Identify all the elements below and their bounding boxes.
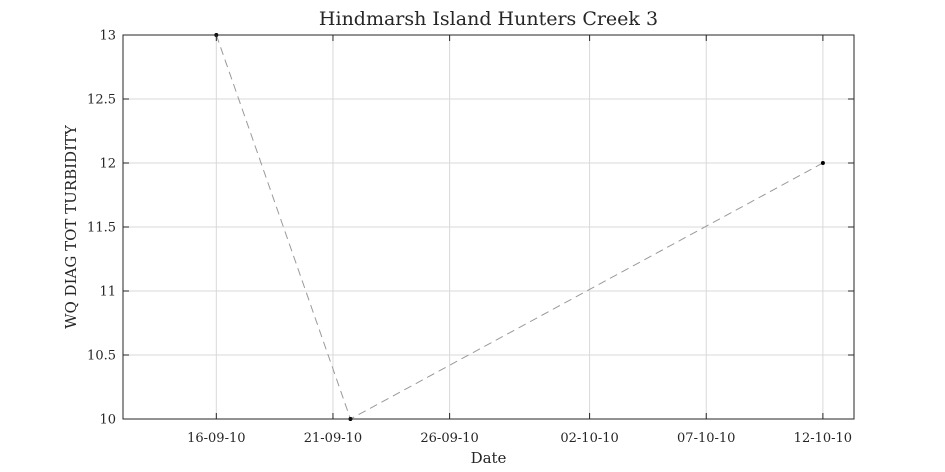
y-axis-label: WQ DIAG TOT TURBIDITY [62,124,80,329]
y-tick-label: 10.5 [87,349,116,364]
axis-ticks: 16-09-10 21-09-10 26-09-10 02-10-10 07-10-10… [87,29,854,446]
y-tick-label: 13 [99,29,116,44]
y-tick-label: 10 [99,413,116,428]
plot-area [122,34,855,420]
x-tick-label: 16-09-10 [187,431,245,446]
x-tick-label: 12-10-10 [794,431,852,446]
data-point [820,161,825,165]
x-tick-label: 21-09-10 [304,431,362,446]
grid-lines [123,34,854,420]
chart-title: Hindmarsh Island Hunters Creek 3 [319,8,658,30]
x-tick-label: 07-10-10 [677,431,735,446]
y-tick-label: 12 [99,157,116,172]
y-tick-label: 12.5 [87,93,116,108]
x-axis-label: Date [471,449,507,467]
x-tick-label: 26-09-10 [420,431,478,446]
y-tick-label: 11 [99,285,116,300]
y-tick-label: 11.5 [87,221,116,236]
x-tick-label: 02-10-10 [560,431,618,446]
